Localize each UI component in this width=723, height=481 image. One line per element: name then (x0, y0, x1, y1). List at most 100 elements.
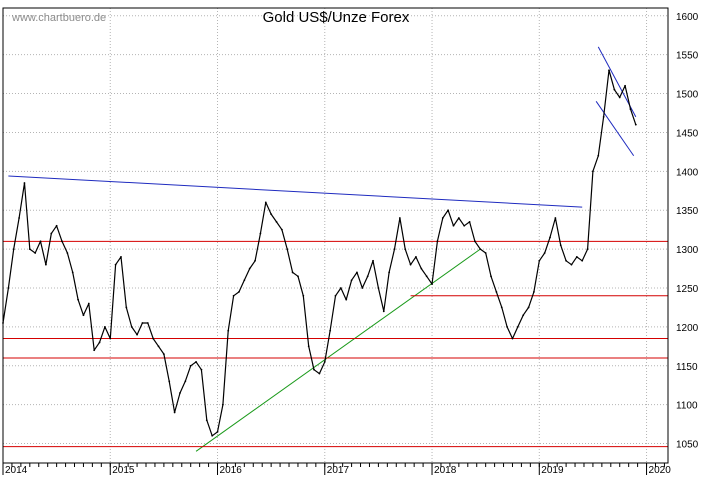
gold-price-point (302, 294, 305, 297)
trend-line (8, 175, 583, 208)
y-tick-label: 1600 (676, 12, 699, 23)
gold-price-point (286, 248, 289, 251)
gold-price-point (377, 287, 380, 289)
gold-price-point (232, 294, 235, 297)
gold-price-point (55, 224, 58, 227)
gold-price-point (248, 267, 251, 270)
gold-price-point (103, 325, 106, 328)
gold-price-point (82, 314, 85, 317)
gold-price-point (388, 271, 391, 274)
gold-price-point (592, 170, 594, 173)
gold-price-point (307, 345, 310, 348)
y-tick-label: 1350 (676, 206, 699, 217)
gold-price-point (120, 255, 122, 258)
gold-price-point (93, 349, 96, 352)
gold-price-point (533, 290, 535, 293)
gold-price-point (280, 228, 283, 231)
gold-price-point (238, 290, 240, 293)
y-tick-label: 1150 (676, 362, 698, 373)
gold-price-series (2, 69, 637, 437)
gold-price-point (259, 232, 262, 235)
gold-price-point (297, 275, 299, 278)
x-tick-label: 2017 (327, 465, 350, 476)
gold-price-point (39, 240, 42, 243)
gold-price-point (87, 302, 90, 305)
gold-price-point (254, 259, 256, 262)
gold-price-point (200, 368, 203, 371)
gold-price-point (425, 275, 428, 278)
gold-price-point (125, 306, 128, 309)
y-tick-label: 1200 (676, 323, 699, 334)
gold-price-point (205, 419, 208, 422)
gold-price-point (463, 224, 466, 227)
grid-layer (2, 8, 668, 463)
gold-price-point (608, 69, 610, 72)
gold-price-point (586, 248, 589, 251)
gold-price-point (522, 314, 525, 317)
gold-price-point (23, 182, 26, 184)
trend-line (195, 248, 481, 452)
gold-price-point (634, 123, 637, 126)
gold-price-point (61, 240, 63, 243)
gold-price-point (28, 248, 31, 251)
axis-layer: 1050 1100 1150 1200 1250 1300 1350 1400 1450 1500… (2, 7, 699, 476)
gold-price-point (329, 329, 332, 332)
gold-price-point (339, 287, 342, 289)
gold-price-point (554, 217, 557, 219)
gold-price-point (136, 333, 138, 336)
gold-price-point (382, 310, 385, 313)
gold-price-point (495, 290, 498, 293)
gold-price-point (114, 263, 117, 266)
watermark-text: www.chartbuero.de (11, 12, 106, 24)
gold-price-point (189, 364, 192, 367)
gold-price-point (361, 287, 364, 289)
gold-price-point (227, 329, 230, 332)
gold-price-point (264, 201, 267, 204)
gold-price-point (323, 360, 326, 363)
gold-price-point (538, 259, 541, 262)
gold-price-point (624, 84, 626, 87)
gold-price-point (152, 337, 155, 340)
y-tick-label: 1450 (676, 128, 699, 139)
gold-price-point (173, 411, 176, 414)
gold-price-point (420, 267, 423, 270)
gold-price-point (409, 263, 412, 266)
gold-price-point (575, 255, 578, 258)
chart-title: Gold US$/Unze Forex (263, 9, 410, 26)
gold-price-point (516, 325, 519, 328)
y-tick-label: 1500 (676, 90, 699, 101)
plot-frame (2, 7, 669, 464)
gold-price-point (146, 322, 149, 324)
gold-price-point (565, 259, 568, 262)
gold-price-point (71, 271, 74, 274)
gold-price-point (221, 403, 224, 406)
gold-price-point (7, 287, 10, 289)
gold-price-point (141, 322, 144, 324)
gold-price-point (77, 298, 79, 301)
gold-price-point (452, 224, 455, 227)
gold-price-point (570, 263, 573, 266)
gold-price-point (597, 154, 600, 157)
x-tick-label: 2016 (220, 465, 243, 476)
y-tick-label: 1550 (676, 51, 699, 62)
gold-price-point (457, 217, 460, 219)
gold-price-point (34, 252, 37, 254)
gold-price-point (506, 325, 509, 328)
gold-price-point (270, 213, 273, 216)
gold-price-point (98, 341, 101, 344)
gold-price-point (130, 325, 133, 328)
gold-price-point (216, 430, 219, 433)
y-tick-label: 1300 (676, 245, 699, 256)
gold-price-point (549, 236, 551, 239)
gold-price-point (291, 271, 294, 274)
gold-price-point (613, 88, 616, 91)
trend-line (595, 101, 635, 157)
gold-price-point (184, 380, 187, 383)
gold-price-point (431, 283, 433, 286)
gold-price-point (366, 275, 369, 278)
gold-price-point (275, 220, 278, 223)
gold-price-point (318, 372, 321, 375)
x-tick-label: 2018 (434, 465, 457, 476)
gold-price-point (447, 209, 450, 212)
